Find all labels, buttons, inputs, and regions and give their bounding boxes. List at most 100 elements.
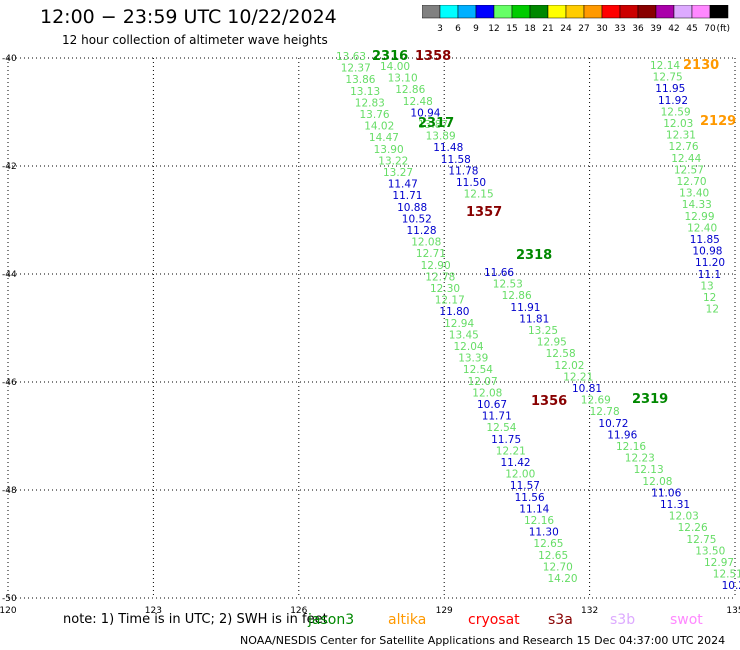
wave-height-value: 12 [703, 292, 716, 304]
wave-height-value: 12.26 [678, 522, 708, 534]
colorbar-tick-label: 70 [704, 24, 716, 34]
legend-s3b: s3b [610, 612, 636, 628]
pass-label: 1356 [531, 394, 567, 409]
colorbar-tick-label: 27 [578, 24, 589, 34]
wave-height-value: 11.56 [515, 492, 545, 504]
legend-jason3: jason3 [308, 612, 355, 628]
wave-height-value: 13.86 [345, 74, 375, 86]
wave-height-value: 12.57 [674, 164, 704, 176]
wave-height-value: 12.30 [430, 283, 460, 295]
lon-tick-label: 132 [581, 606, 598, 616]
wave-height-value: 12.54 [486, 422, 516, 434]
wave-height-value: 13.39 [458, 353, 488, 365]
colorbar-tick-label: 30 [596, 24, 608, 34]
wave-height-value: 14.47 [369, 132, 399, 144]
wave-height-value: 12.69 [581, 395, 611, 407]
wave-height-value: 11.31 [660, 499, 690, 511]
wave-height-value: 11.42 [501, 457, 531, 469]
colorbar-tick-label: 33 [614, 24, 625, 34]
wave-height-value: 13.76 [360, 109, 390, 121]
legend-s3a: s3a [548, 612, 573, 628]
wave-height-value: 10.98 [692, 246, 722, 258]
wave-height-value: 11.48 [433, 142, 463, 154]
wave-height-value: 13.90 [374, 144, 404, 156]
footnote: note: 1) Time is in UTC; 2) SWH is in fe… [63, 612, 328, 627]
wave-height-value: 12.00 [505, 469, 535, 481]
wave-height-value: 10.94 [410, 107, 440, 119]
wave-height-value: 10.88 [397, 202, 427, 214]
colorbar-tick-label: 21 [542, 24, 553, 34]
wave-height-value: 12.97 [704, 557, 734, 569]
pass-label: 1358 [415, 49, 451, 64]
lat-tick-label: -46 [2, 378, 17, 388]
wave-height-value: 11.1 [698, 269, 721, 281]
wave-height-value: 12.37 [341, 63, 371, 75]
colorbar-tick-label: 45 [686, 24, 697, 34]
lat-tick-label: -48 [2, 486, 17, 496]
wave-height-value: 11.47 [388, 179, 418, 191]
wave-height-value: 12.21 [563, 371, 593, 383]
pass-label: 1357 [466, 205, 502, 220]
chart-title: 12:00 − 23:59 UTC 10/22/2024 [40, 6, 337, 28]
wave-height-value: 13.40 [679, 188, 709, 200]
lon-tick-label: 126 [290, 606, 307, 616]
wave-height-value: 12.99 [684, 211, 714, 223]
colorbar-tick-label: 42 [668, 24, 679, 34]
wave-height-value: 12.95 [537, 337, 567, 349]
wave-height-value: 11.28 [407, 225, 437, 237]
wave-height-value: 12.70 [543, 561, 573, 573]
pass-label: 2318 [516, 248, 552, 263]
wave-height-value: 12.86 [395, 84, 425, 96]
lon-tick-label: 129 [436, 606, 453, 616]
wave-height-value: 13.63 [336, 51, 366, 63]
wave-height-value: 13.25 [528, 325, 558, 337]
wave-height-value: 10.81 [572, 383, 602, 395]
wave-height-value: 12.08 [411, 237, 441, 249]
wave-height-value: 13.45 [449, 329, 479, 341]
colorbar: 3 6 9 12 15 18 21 24 27 30 33 36 39 42 45 70 (ft) [422, 5, 730, 34]
wave-height-value: 12.75 [653, 72, 683, 84]
pass-label: 2129 [700, 114, 736, 129]
colorbar-tick-label: 18 [524, 24, 536, 34]
colorbar-tick-label: 36 [632, 24, 644, 34]
wave-height-value: 12.03 [669, 511, 699, 523]
wave-height-value: 12.17 [435, 295, 465, 307]
lat-tick-label: -44 [2, 270, 17, 280]
wave-height-value: 12.76 [669, 141, 699, 153]
colorbar-tick-label: 3 [437, 24, 443, 34]
wave-height-value: 12.08 [472, 387, 502, 399]
wave-height-value: 11.71 [392, 190, 422, 202]
wave-height-value: 11.06 [651, 487, 681, 499]
colorbar-tick-label: 6 [455, 24, 461, 34]
wave-height-value: 13.87 [418, 119, 448, 131]
pass-label: 2316 [372, 49, 408, 64]
wave-height-value: 11.91 [510, 302, 540, 314]
wave-height-value: 12.90 [421, 260, 451, 272]
wave-height-value: 12.15 [464, 189, 494, 201]
wave-height-value: 11.57 [510, 480, 540, 492]
wave-height-value: 12.78 [590, 406, 620, 418]
wave-height-value: 14.33 [682, 199, 712, 211]
wave-height-value: 12.40 [687, 222, 717, 234]
wave-height-value: 11.14 [519, 503, 549, 515]
wave-height-value: 12.23 [625, 453, 655, 465]
wave-height-value: 11.78 [448, 165, 478, 177]
wave-height-value: 12.65 [533, 538, 563, 550]
wave-height-value: 11.30 [529, 527, 559, 539]
wave-height-value: 11.71 [482, 411, 512, 423]
wave-height-value: 11.20 [695, 257, 725, 269]
wave-height-value: 11.58 [441, 154, 471, 166]
wave-height-value: 12.65 [538, 550, 568, 562]
wave-height-value: 11.81 [519, 313, 549, 325]
wave-height-value: 12.51 [713, 569, 740, 581]
wave-height-value: 12.44 [671, 153, 701, 165]
lat-tick-label: -40 [2, 54, 17, 64]
wave-height-value: 12.94 [444, 318, 474, 330]
wave-height-value: 12.58 [546, 348, 576, 360]
colorbar-tick-label: 15 [506, 24, 517, 34]
wave-height-value: 12.07 [468, 376, 498, 388]
wave-height-value: 11.85 [690, 234, 720, 246]
wave-height-value: 10.67 [477, 399, 507, 411]
wave-height-value: 12.54 [463, 364, 493, 376]
